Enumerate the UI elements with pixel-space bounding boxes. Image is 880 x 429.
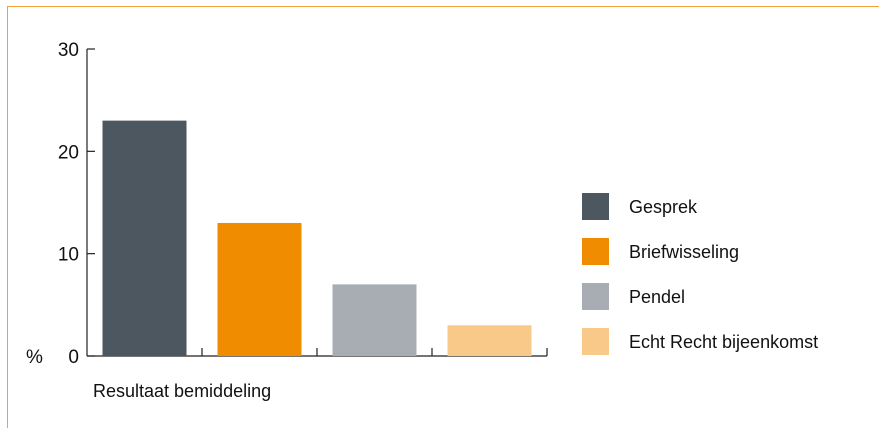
- bar-gesprek: [102, 120, 187, 356]
- y-tick-label: 0: [68, 347, 79, 368]
- legend-swatch: [582, 238, 609, 265]
- y-tick-label: 30: [58, 40, 79, 61]
- bar-pendel: [332, 284, 417, 356]
- legend-label: Gesprek: [629, 197, 698, 217]
- legend-swatch: [582, 328, 609, 355]
- chart-frame: [7, 6, 879, 428]
- bar-briefwisseling: [217, 222, 302, 356]
- bars: [102, 120, 532, 356]
- legend-label: Pendel: [629, 287, 685, 307]
- y-axis-unit-label: %: [26, 347, 43, 368]
- y-tick-label: 10: [58, 245, 79, 266]
- bar-echt-recht-bijeenkomst: [447, 325, 532, 356]
- legend-swatch: [582, 193, 609, 220]
- legend-swatch: [582, 283, 609, 310]
- legend: Gesprek Briefwisseling Pendel Echt Recht bi…: [582, 193, 818, 355]
- x-axis-label: Resultaat bemiddeling: [93, 381, 271, 401]
- y-tick-label: 20: [58, 142, 79, 163]
- legend-label: Echt Recht bijeenkomst: [629, 332, 818, 352]
- legend-label: Briefwisseling: [629, 242, 739, 262]
